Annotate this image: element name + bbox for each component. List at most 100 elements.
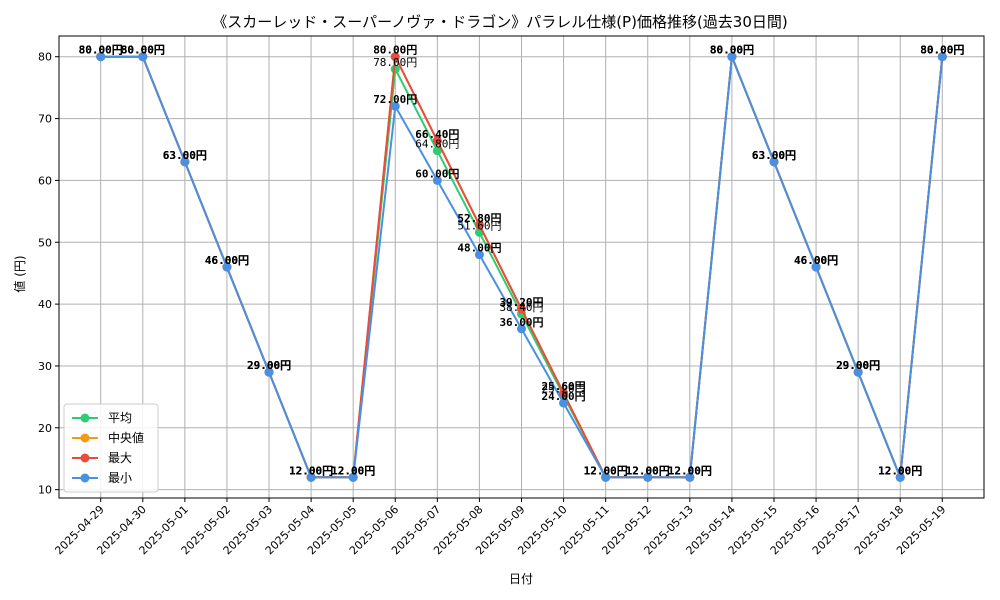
data-point: [432, 136, 442, 146]
data-label: 46.00円: [794, 254, 838, 267]
legend-marker: [80, 453, 90, 463]
data-point: [432, 175, 442, 185]
data-label: 12.00円: [331, 464, 375, 477]
data-label: 12.00円: [878, 464, 922, 477]
data-label: 12.00円: [584, 464, 628, 477]
data-label: 29.00円: [836, 359, 880, 372]
data-label: 80.00円: [920, 44, 964, 57]
chart-title: 《スカーレッド・スーパーノヴァ・ドラゴン》パラレル仕様(P)価格推移(過去30日…: [212, 13, 788, 31]
data-label: 12.00円: [626, 464, 670, 477]
data-label: 80.00円: [710, 44, 754, 57]
legend-label: 中央値: [108, 430, 144, 445]
y-tick-label: 10: [38, 484, 52, 497]
data-label: 46.00円: [205, 254, 249, 267]
data-point: [853, 367, 863, 377]
y-axis-label: 値 (円): [12, 255, 27, 292]
data-label: 29.00円: [836, 359, 880, 372]
data-label: 63.00円: [163, 149, 207, 162]
data-label: 12.00円: [289, 464, 333, 477]
data-point: [222, 262, 232, 272]
data-point: [937, 52, 947, 62]
data-label: 80.00円: [920, 44, 964, 57]
data-label: 80.00円: [121, 44, 165, 57]
data-point: [895, 472, 905, 482]
data-label: 29.00円: [836, 359, 880, 372]
data-label: 63.00円: [163, 149, 207, 162]
data-label: 12.00円: [626, 464, 670, 477]
data-point: [264, 367, 274, 377]
data-label: 12.00円: [584, 464, 628, 477]
data-point: [559, 398, 569, 408]
data-label: 51.60円: [457, 219, 501, 232]
data-point: [390, 101, 400, 111]
data-label: 12.00円: [878, 464, 922, 477]
data-point: [727, 52, 737, 62]
data-label: 39.20円: [499, 296, 543, 309]
data-label: 29.00円: [247, 359, 291, 372]
data-labels: 80.00円80.00円63.00円46.00円29.00円12.00円12.0…: [79, 44, 965, 478]
data-label: 29.00円: [836, 359, 880, 372]
series-layer: [96, 52, 947, 482]
legend-marker: [80, 473, 90, 483]
data-point: [474, 250, 484, 260]
data-label: 46.00円: [205, 254, 249, 267]
legend-box: [63, 403, 159, 493]
data-point: [685, 472, 695, 482]
data-point: [390, 52, 400, 62]
data-label: 25.20円: [542, 383, 586, 396]
data-label: 46.00円: [794, 254, 838, 267]
data-label: 46.00円: [205, 254, 249, 267]
data-label: 80.00円: [121, 44, 165, 57]
grid: [59, 36, 984, 498]
data-point: [432, 146, 442, 156]
data-label: 63.00円: [752, 149, 796, 162]
data-label: 24.00円: [542, 390, 586, 403]
data-point: [601, 472, 611, 482]
legend-label: 最大: [108, 451, 132, 465]
data-label: 63.00円: [752, 149, 796, 162]
data-label: 66.40円: [415, 128, 459, 141]
data-point: [559, 388, 569, 398]
data-label: 29.00円: [247, 359, 291, 372]
data-point: [643, 472, 653, 482]
data-point: [769, 157, 779, 167]
data-label: 12.00円: [878, 464, 922, 477]
data-label: 12.00円: [331, 464, 375, 477]
data-label: 80.00円: [710, 44, 754, 57]
data-label: 66.40円: [415, 128, 459, 141]
data-label: 63.00円: [163, 149, 207, 162]
data-label: 12.00円: [668, 464, 712, 477]
data-label: 12.00円: [289, 464, 333, 477]
data-label: 12.00円: [668, 464, 712, 477]
legend-label: 最小: [108, 471, 132, 485]
data-point: [306, 472, 316, 482]
y-tick-label: 50: [38, 236, 52, 249]
data-label: 12.00円: [626, 464, 670, 477]
legend-label: 平均: [108, 411, 132, 425]
data-label: 36.00円: [499, 316, 543, 329]
x-axis-label: 日付: [509, 572, 533, 586]
data-point: [138, 52, 148, 62]
y-tick-label: 70: [38, 113, 52, 126]
data-label: 80.00円: [710, 44, 754, 57]
data-label: 46.00円: [794, 254, 838, 267]
data-point: [474, 220, 484, 230]
y-tick-label: 30: [38, 360, 52, 373]
data-point: [517, 304, 526, 314]
data-label: 80.00円: [79, 44, 123, 57]
data-label: 52.80円: [457, 212, 501, 225]
y-tick-label: 40: [38, 298, 52, 311]
data-label: 46.00円: [794, 254, 838, 267]
data-label: 52.80円: [457, 212, 501, 225]
data-label: 25.60円: [542, 380, 586, 393]
data-label: 12.00円: [331, 464, 375, 477]
data-label: 25.60円: [542, 380, 586, 393]
data-label: 80.00円: [920, 44, 964, 57]
y-tick-label: 20: [38, 422, 52, 435]
data-label: 63.00円: [752, 149, 796, 162]
data-label: 80.00円: [79, 44, 123, 57]
data-label: 12.00円: [668, 464, 712, 477]
